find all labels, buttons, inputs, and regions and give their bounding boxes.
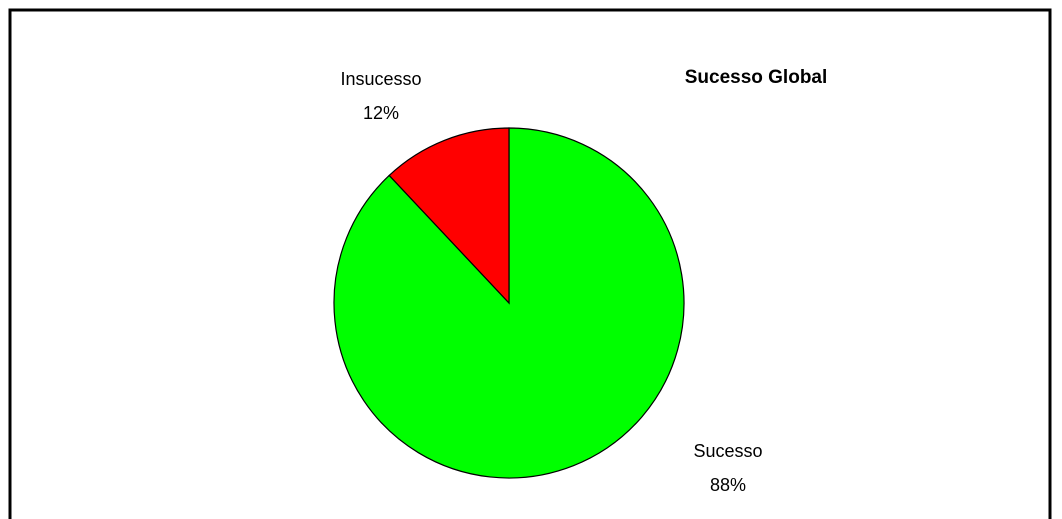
slice-value-label: 88% (710, 475, 746, 495)
slice-value-label: 12% (363, 103, 399, 123)
slice-label: Insucesso (340, 69, 421, 89)
slice-label: Sucesso (693, 441, 762, 461)
pie-slice (388, 127, 510, 305)
chart-title: Sucesso Global (685, 67, 828, 88)
